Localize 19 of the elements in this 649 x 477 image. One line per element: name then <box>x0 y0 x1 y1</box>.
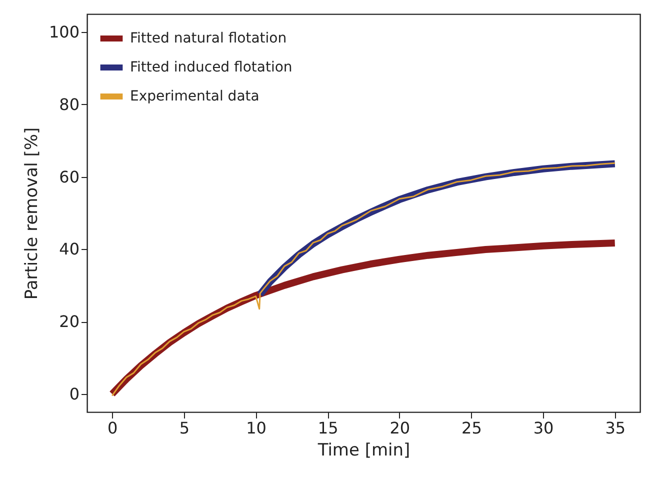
x-tick-label: 0 <box>108 418 118 438</box>
y-tick-label: 40 <box>59 240 80 259</box>
y-tick-label: 0 <box>69 384 80 404</box>
x-tick-label: 35 <box>605 418 626 438</box>
y-tick-label: 60 <box>59 167 80 186</box>
x-tick-label: 15 <box>318 418 338 438</box>
legend-label: Experimental data <box>130 88 260 104</box>
x-tick-label: 10 <box>246 418 266 438</box>
legend-label: Fitted induced flotation <box>130 60 292 76</box>
y-tick-label: 20 <box>59 312 80 332</box>
y-tick-label: 100 <box>48 22 80 42</box>
x-tick-label: 25 <box>462 418 482 438</box>
x-tick-label: 5 <box>179 418 190 438</box>
legend-label: Fitted natural flotation <box>130 30 287 46</box>
y-tick-label: 80 <box>59 94 80 114</box>
x-tick-label: 20 <box>390 418 410 438</box>
x-tick-label: 30 <box>533 418 554 438</box>
y-axis-title: Particle removal [%] <box>22 127 42 300</box>
x-axis-title: Time [min] <box>316 440 410 460</box>
